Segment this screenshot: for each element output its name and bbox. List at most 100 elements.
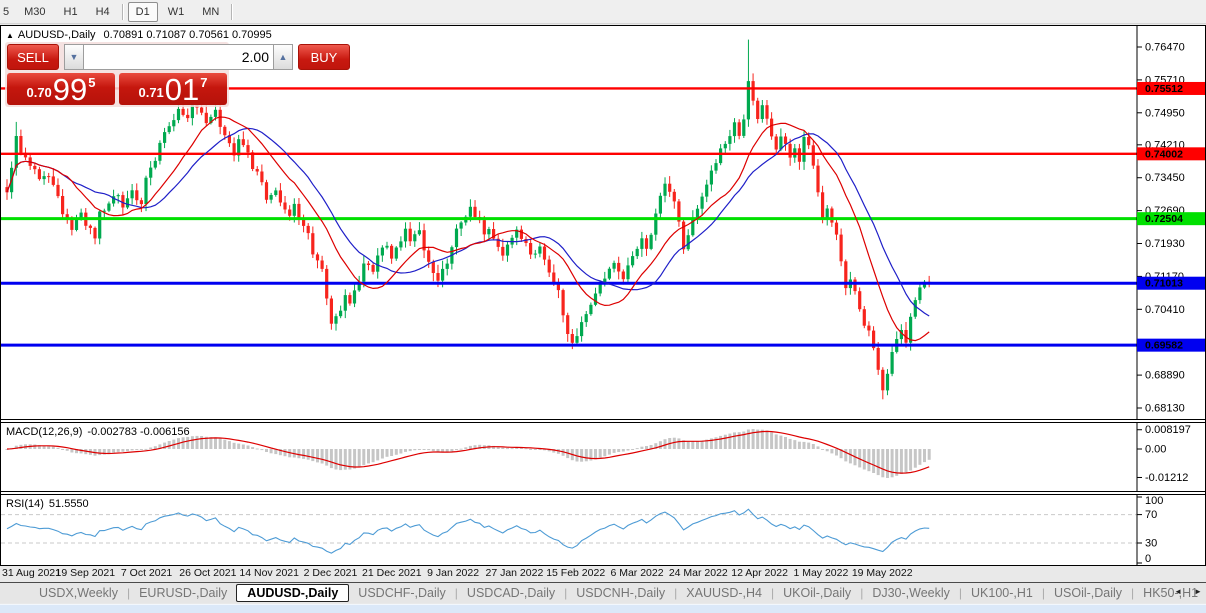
x-axis-label: 26 Oct 2021 — [179, 567, 237, 579]
tabs-scroll-left-icon[interactable]: ◄ — [1174, 587, 1183, 596]
tab-separator: | — [771, 586, 775, 600]
toolbar-separator — [121, 3, 124, 20]
x-axis-label: 2 Dec 2021 — [303, 567, 358, 579]
timeframe-button-m30[interactable]: M30 — [24, 5, 46, 18]
svg-text:0.75512: 0.75512 — [1145, 83, 1183, 95]
timeframe-button-h4[interactable]: H4 — [95, 5, 110, 18]
tab-separator: | — [1131, 586, 1135, 600]
rsi-indicator-value: 51.5550 — [48, 498, 89, 510]
svg-text:0.74002: 0.74002 — [1145, 148, 1183, 160]
x-axis-label: 6 Mar 2022 — [610, 567, 664, 579]
volume-decrease-button[interactable]: ▼ — [64, 44, 84, 70]
status-bar — [0, 604, 1206, 613]
tab-xauusd-h4[interactable]: XAUUSD-,H4 — [686, 586, 762, 600]
tab-usdcnh-daily[interactable]: USDCNH-,Daily — [576, 586, 666, 600]
tab-scroll-controls: ◄ ► — [1174, 587, 1202, 596]
x-axis-label: 1 May 2022 — [793, 567, 849, 579]
timeframe-button-h1[interactable]: H1 — [63, 5, 78, 18]
chart-tabs-bar: USDX,Weekly | EURUSD-,Daily AUDUSD-,Daily US… — [0, 582, 1206, 603]
chart-window: 0.76470 0.75710 0.74950 0.74210 0.73450 0.726… — [0, 25, 1206, 566]
macd-label: MACD(12,26,9) -0.002783 -0.006156 — [6, 426, 190, 438]
y-axis-label: 0.73450 — [1145, 172, 1185, 184]
x-axis-label: 19 May 2022 — [851, 567, 913, 579]
price-badge-resistance-mid: 0.74002 — [1137, 147, 1205, 161]
tab-usdcad-daily[interactable]: USDCAD-,Daily — [466, 586, 556, 600]
rsi-axis-label: 0 — [1145, 553, 1151, 565]
buy-button[interactable]: BUY — [298, 44, 350, 70]
price-badge-support-lower: 0.69582 — [1137, 338, 1205, 352]
timeframe-button-w1[interactable]: W1 — [167, 5, 185, 18]
tab-dj30-weekly[interactable]: DJ30-,Weekly — [872, 586, 950, 600]
sell-price-display[interactable]: 0.70 99 5 — [7, 73, 115, 105]
tab-separator: | — [564, 586, 568, 600]
x-axis-label: 12 Apr 2022 — [731, 567, 788, 579]
y-axis-label: 0.68130 — [1145, 403, 1185, 415]
rsi-indicator-name: RSI(14) — [6, 498, 44, 510]
panel-separator — [1, 419, 1205, 423]
chart-symbol-label: AUDUSD-,Daily — [17, 29, 96, 41]
tab-usoil-daily[interactable]: USOil-,Daily — [1053, 586, 1123, 600]
volume-increase-button[interactable]: ▲ — [273, 44, 293, 70]
tabs-scroll-right-icon[interactable]: ► — [1194, 587, 1202, 596]
tab-ukoil-daily[interactable]: UKOil-,Daily — [783, 586, 852, 600]
tab-eurusd-daily[interactable]: EURUSD-,Daily — [139, 586, 228, 600]
sell-price-big-digits: 99 — [52, 72, 88, 107]
x-axis-label: 7 Oct 2021 — [120, 567, 173, 579]
rsi-axis-label: 100 — [1145, 495, 1163, 507]
timeframe-button-mn[interactable]: MN — [202, 5, 220, 18]
chart-header: ▲ AUDUSD-,Daily 0.70891 0.71087 0.70561 0.… — [6, 29, 272, 41]
tab-usdchf-daily[interactable]: USDCHF-,Daily — [358, 586, 446, 600]
symbol-marker-icon: ▲ — [6, 31, 14, 40]
price-chart-panel: 0.76470 0.75710 0.74950 0.74210 0.73450 0.726… — [1, 26, 1205, 419]
volume-stepper: ▼ ▲ — [64, 44, 293, 70]
rsi-axis-label: 70 — [1145, 509, 1157, 521]
macd-indicator-values: -0.002783 -0.006156 — [87, 426, 190, 438]
volume-input[interactable] — [84, 44, 273, 70]
panel-separator — [1, 491, 1205, 495]
timeframe-toolbar: 5 M30 H1 H4 D1 W1 MN — [0, 0, 1206, 24]
timeframe-button-5[interactable]: 5 — [3, 5, 10, 18]
buy-price-pip: 7 — [200, 75, 208, 90]
tab-usdx-weekly[interactable]: USDX,Weekly — [39, 586, 118, 600]
price-badge-support-green: 0.72504 — [1137, 212, 1205, 226]
x-axis-label: 19 Sep 2021 — [55, 567, 116, 579]
chevron-down-icon: ▼ — [69, 52, 79, 62]
svg-text:0.69582: 0.69582 — [1145, 340, 1183, 352]
tab-separator: | — [126, 586, 131, 600]
chevron-up-icon: ▲ — [278, 52, 288, 62]
ma-fast-line — [6, 116, 930, 342]
rsi-plot[interactable]: 100 70 30 0 — [1, 495, 1205, 565]
price-badge-support-mid: 0.71013 — [1137, 276, 1205, 290]
y-axis-label: 0.68890 — [1145, 370, 1185, 382]
macd-plot[interactable]: 0.008197 0.00 -0.01212 — [1, 423, 1205, 491]
timeframe-button-d1[interactable]: D1 — [127, 1, 158, 22]
tab-separator: | — [860, 586, 864, 600]
tab-uk100-h1[interactable]: UK100-,H1 — [971, 586, 1033, 600]
tab-separator: | — [1041, 586, 1045, 600]
x-axis-label: 9 Jan 2022 — [427, 567, 480, 579]
rsi-panel: 100 70 30 0 RSI(14) 51.5550 — [1, 495, 1205, 565]
svg-text:0.71013: 0.71013 — [1145, 278, 1183, 290]
buy-price-display[interactable]: 0.71 01 7 — [119, 73, 227, 105]
macd-signal-line — [6, 430, 930, 474]
candlestick-series — [5, 39, 931, 400]
buy-price-prefix: 0.71 — [138, 85, 164, 100]
x-axis-label: 14 Nov 2021 — [239, 567, 299, 579]
y-axis-label: 0.71930 — [1145, 238, 1185, 250]
date-axis: 31 Aug 2021 19 Sep 2021 7 Oct 2021 26 Oct 2… — [0, 566, 1206, 581]
macd-axis-label: 0.00 — [1145, 444, 1166, 456]
sell-button[interactable]: SELL — [7, 44, 59, 70]
tab-audusd-daily[interactable]: AUDUSD-,Daily — [236, 584, 350, 602]
price-chart-plot[interactable]: 0.764700.757100.749500.742100.734500.726… — [1, 26, 1205, 419]
tab-separator: | — [958, 586, 963, 600]
macd-indicator-name: MACD(12,26,9) — [6, 426, 83, 438]
sell-price-prefix: 0.70 — [26, 85, 52, 100]
rsi-label: RSI(14) 51.5550 — [6, 498, 89, 510]
macd-panel: 0.008197 0.00 -0.01212 MACD(12,26,9) -0.002… — [1, 423, 1205, 491]
tab-hk50-h1[interactable]: HK50-,H1 — [1143, 586, 1199, 600]
tab-separator: | — [674, 586, 678, 600]
price-badge-resistance-upper: 0.75512 — [1137, 81, 1205, 95]
trade-panel-controls: SELL ▼ ▲ BUY — [7, 44, 350, 70]
